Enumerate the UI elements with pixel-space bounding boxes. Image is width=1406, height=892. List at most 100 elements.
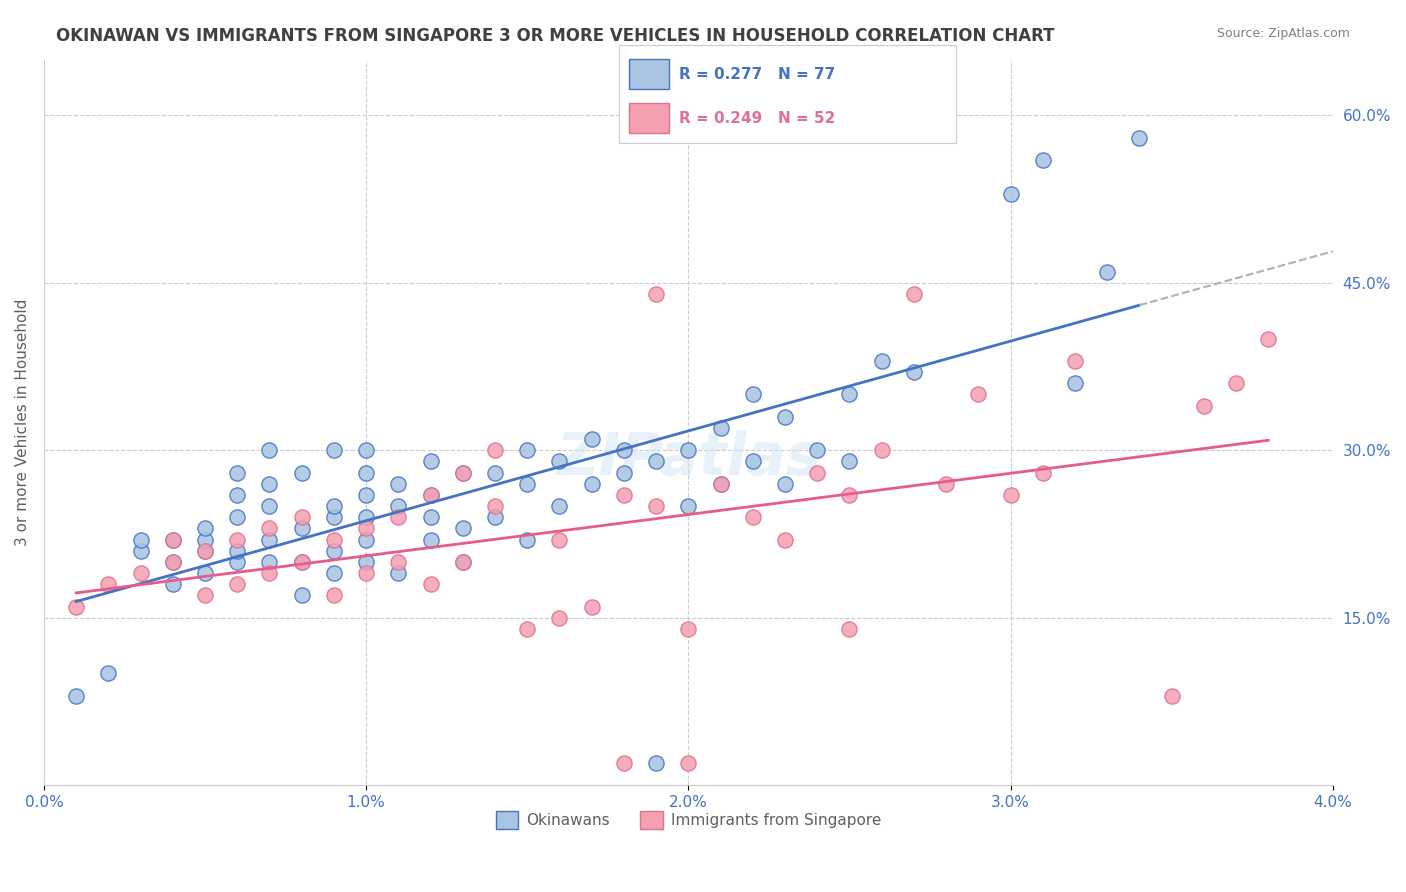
Point [129,566,152,580]
Point [259,521,281,535]
Point [387,499,409,513]
Point [259,555,281,569]
Point [322,443,344,458]
Point [354,533,377,547]
Point [419,533,441,547]
Point [1064,354,1087,368]
Point [194,588,217,602]
Point [741,454,763,468]
Point [162,555,184,569]
Point [516,443,538,458]
Point [419,510,441,524]
Point [65,599,87,614]
Point [645,287,668,301]
FancyBboxPatch shape [628,59,669,89]
Point [322,533,344,547]
Point [516,476,538,491]
Point [870,354,893,368]
Point [548,499,571,513]
Point [451,521,474,535]
Point [613,488,636,502]
Point [162,555,184,569]
Point [129,543,152,558]
Point [1225,376,1247,391]
Point [484,443,506,458]
Point [259,533,281,547]
Point [1095,265,1118,279]
Point [1160,689,1182,703]
Point [548,533,571,547]
Point [291,521,314,535]
Point [194,521,217,535]
Point [322,499,344,513]
Point [903,365,925,379]
Point [387,510,409,524]
Point [1192,399,1215,413]
Point [387,476,409,491]
Point [903,287,925,301]
Point [678,499,700,513]
Point [354,488,377,502]
Point [291,555,314,569]
Point [226,466,249,480]
Point [354,521,377,535]
Point [129,533,152,547]
Point [419,488,441,502]
Point [806,443,828,458]
Point [259,499,281,513]
Point [322,510,344,524]
Point [1032,153,1054,167]
Point [1000,186,1022,201]
Point [291,588,314,602]
Point [773,409,796,424]
Point [259,443,281,458]
Point [451,466,474,480]
Point [581,432,603,446]
Point [806,466,828,480]
Point [162,533,184,547]
Point [678,443,700,458]
Point [838,488,860,502]
Point [870,443,893,458]
Point [967,387,990,401]
Point [354,555,377,569]
Point [581,476,603,491]
Point [65,689,87,703]
Point [935,476,957,491]
Point [322,566,344,580]
Point [581,599,603,614]
Point [387,566,409,580]
Point [516,533,538,547]
Point [451,555,474,569]
Point [838,454,860,468]
Point [645,454,668,468]
Point [484,510,506,524]
Point [613,443,636,458]
Text: R = 0.277   N = 77: R = 0.277 N = 77 [679,67,835,81]
Point [226,543,249,558]
Point [613,756,636,770]
Point [419,577,441,591]
Point [419,488,441,502]
Point [678,622,700,636]
Point [226,555,249,569]
Text: OKINAWAN VS IMMIGRANTS FROM SINGAPORE 3 OR MORE VEHICLES IN HOUSEHOLD CORRELATIO: OKINAWAN VS IMMIGRANTS FROM SINGAPORE 3 … [56,27,1054,45]
Point [1032,466,1054,480]
Text: ZIPatlas: ZIPatlas [557,430,821,487]
Point [291,555,314,569]
Point [387,555,409,569]
Point [194,543,217,558]
Point [354,466,377,480]
Point [613,466,636,480]
Point [645,499,668,513]
Point [451,555,474,569]
Point [226,510,249,524]
Point [741,510,763,524]
Point [194,543,217,558]
Point [1000,488,1022,502]
Point [1064,376,1087,391]
Point [1128,130,1150,145]
Point [709,421,731,435]
FancyBboxPatch shape [628,103,669,133]
Point [194,533,217,547]
